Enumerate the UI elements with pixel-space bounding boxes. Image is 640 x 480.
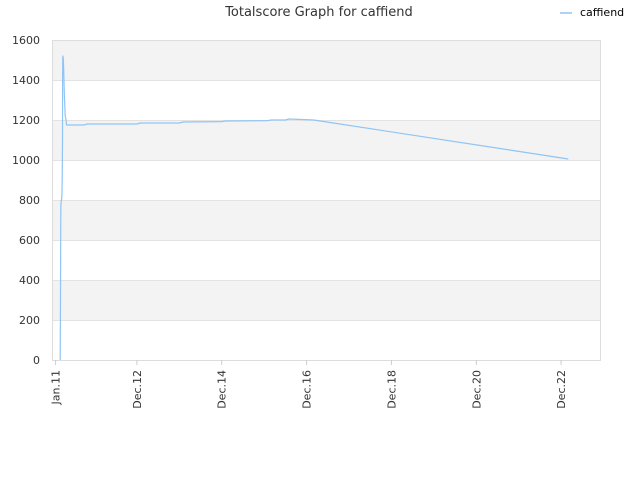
background-band bbox=[52, 200, 600, 240]
x-tick-label: Dec.12 bbox=[131, 370, 144, 409]
y-tick-label: 1200 bbox=[12, 114, 40, 127]
chart-title: Totalscore Graph for caffiend bbox=[224, 5, 413, 20]
y-axis: 0 200 400 600 800 1000 1200 1400 1600 bbox=[12, 34, 40, 367]
x-tick-label: Dec.14 bbox=[216, 370, 229, 409]
background-band bbox=[52, 120, 600, 160]
y-tick-label: 400 bbox=[19, 274, 40, 287]
series-line bbox=[59, 55, 569, 361]
x-tick-label: Dec.16 bbox=[301, 370, 314, 409]
plot-background-bands bbox=[52, 40, 600, 320]
y-tick-label: 1400 bbox=[12, 74, 40, 87]
y-tick-label: 600 bbox=[19, 234, 40, 247]
y-tick-label: 200 bbox=[19, 314, 40, 327]
background-band bbox=[52, 40, 600, 80]
x-tick-label: Dec.22 bbox=[555, 370, 568, 409]
x-tick-label: Dec.18 bbox=[385, 370, 398, 409]
y-tick-label: 800 bbox=[19, 194, 40, 207]
series-layer bbox=[59, 55, 569, 361]
plot-border bbox=[52, 40, 601, 361]
y-tick-label: 0 bbox=[33, 354, 40, 367]
legend[interactable]: caffiend bbox=[560, 6, 624, 19]
y-tick-label: 1600 bbox=[12, 34, 40, 47]
legend-label: caffiend bbox=[580, 6, 624, 19]
background-band bbox=[52, 280, 600, 320]
y-tick-label: 1000 bbox=[12, 154, 40, 167]
x-tick-label: Jan.11 bbox=[50, 370, 63, 405]
x-axis: Jan.11 Dec.12 Dec.14 Dec.16 Dec.18 Dec.20 Dec.… bbox=[50, 360, 568, 409]
x-tick-label: Dec.20 bbox=[470, 370, 483, 409]
